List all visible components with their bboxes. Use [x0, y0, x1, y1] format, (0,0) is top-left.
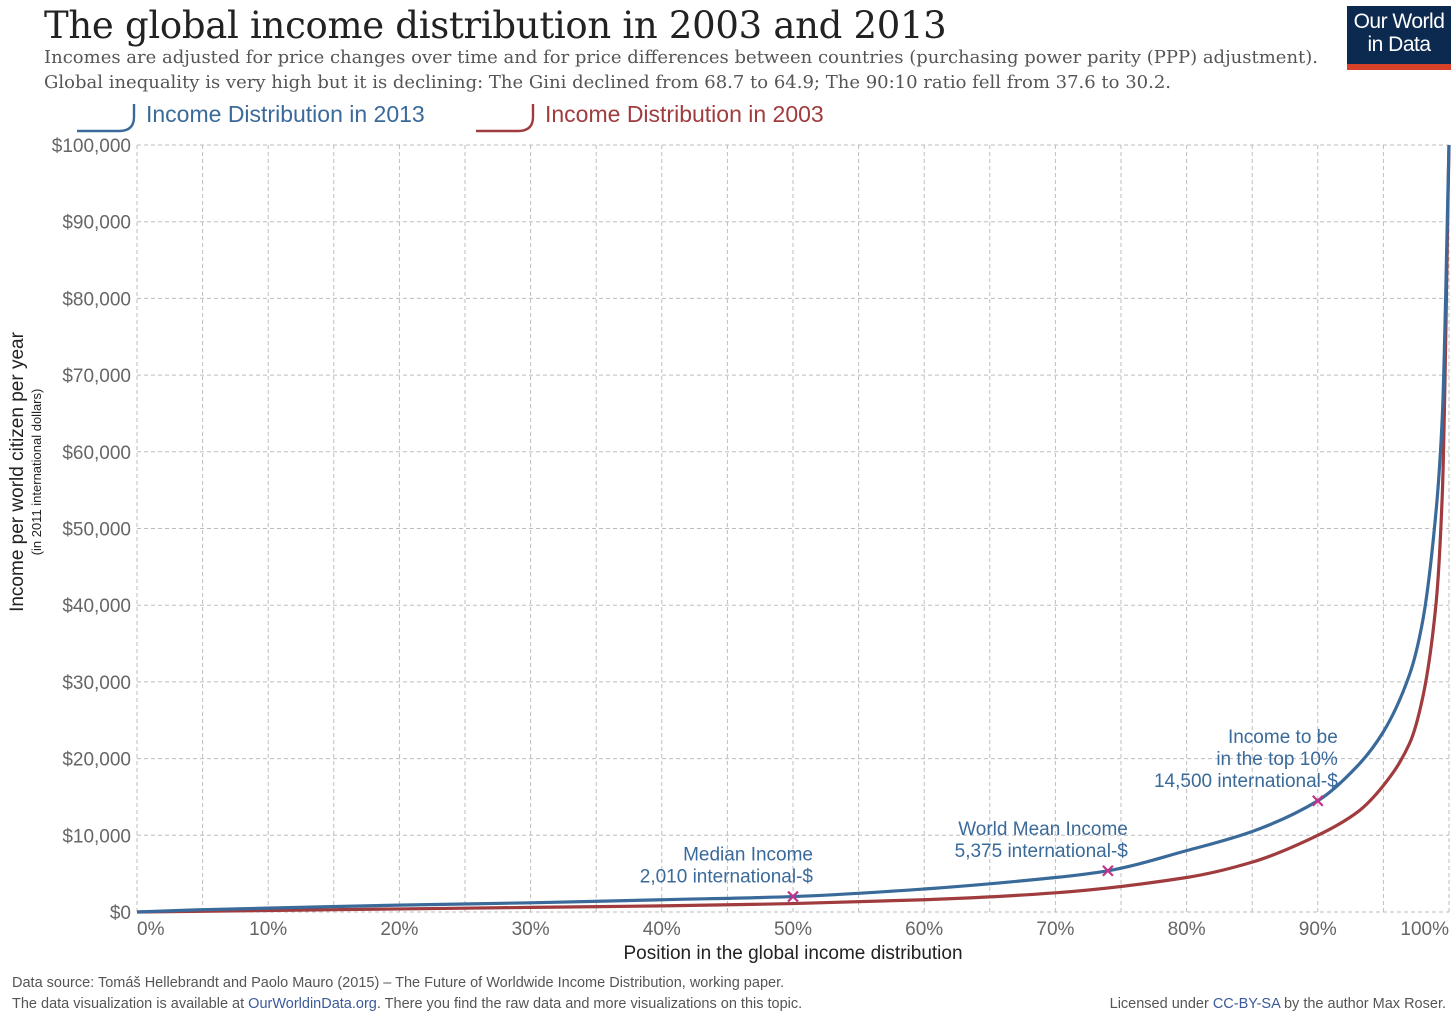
y-tick-label: $100,000 — [52, 136, 131, 157]
y-tick-label: $0 — [110, 903, 131, 924]
legend-line-swatch — [77, 104, 136, 133]
logo-line-2: in Data — [1367, 33, 1431, 56]
annotation-label: 2,010 international-$ — [640, 867, 814, 888]
license-link[interactable]: CC-BY-SA — [1212, 996, 1280, 1012]
x-tick-label: 50% — [774, 919, 812, 940]
y-axis-sublabel: (in 2011 international dollars) — [29, 389, 44, 556]
chart-subtitle-line-1: Incomes are adjusted for price changes o… — [44, 47, 1319, 68]
y-tick-label: $50,000 — [62, 520, 131, 541]
y-tick-label: $60,000 — [62, 443, 131, 464]
annotation-label: Median Income — [683, 845, 813, 866]
grid-lines — [136, 144, 1450, 913]
x-tick-label: 20% — [380, 919, 418, 940]
footer-source: Data source: Tomáš Hellebrandt and Paolo… — [12, 975, 785, 991]
legend-label: Income Distribution in 2013 — [146, 101, 425, 127]
y-axis-ticks: $0 $10,000 $20,000 $30,000 $40,000 $50,000 $60… — [52, 136, 131, 924]
annotation-marker — [1312, 795, 1324, 807]
x-tick-label: 60% — [905, 919, 943, 940]
annotation-marker — [787, 890, 799, 903]
x-tick-label: 30% — [512, 919, 550, 940]
footer-license-suffix: by the author Max Roser. — [1279, 996, 1446, 1012]
x-tick-label: 0% — [137, 919, 165, 940]
y-tick-label: $20,000 — [62, 750, 131, 771]
marker-cross-stroke — [1312, 795, 1324, 807]
y-axis-label: Income per world citizen per year — [7, 331, 28, 612]
legend-item: Income Distribution in 2003 — [476, 101, 824, 133]
logo-accent-bar — [1347, 64, 1451, 70]
legend-line-swatch — [476, 104, 535, 133]
x-tick-label: 90% — [1299, 919, 1337, 940]
y-tick-label: $40,000 — [62, 596, 131, 617]
owid-link[interactable]: OurWorldinData.org — [248, 996, 377, 1012]
x-tick-label: 80% — [1168, 919, 1206, 940]
y-tick-label: $80,000 — [62, 289, 131, 310]
series-line-2003 — [136, 144, 1451, 914]
legend-item: Income Distribution in 2013 — [77, 101, 425, 133]
x-tick-label: 100% — [1400, 919, 1449, 940]
marker-cross-stroke — [1102, 864, 1114, 877]
chart-title: The global income distribution in 2003 a… — [44, 4, 947, 47]
annotation-marker — [1102, 864, 1114, 877]
footer-avail-suffix: . There you find the raw data and more v… — [376, 996, 803, 1012]
footer-license-prefix: Licensed under — [1109, 996, 1213, 1012]
marker-cross-stroke — [787, 890, 799, 903]
legend-label: Income Distribution in 2003 — [545, 101, 824, 127]
chart-subtitle-line-2: Global inequality is very high but it is… — [44, 72, 1172, 93]
income-distribution-chart: $0 $10,000 $20,000 $30,000 $40,000 $50,000 $60… — [7, 101, 1451, 964]
annotation-label: 5,375 international-$ — [955, 841, 1129, 862]
annotation-label: 14,500 international-$ — [1154, 771, 1338, 792]
our-world-in-data-logo[interactable]: Our World in Data — [1347, 6, 1451, 70]
x-axis-ticks: 0% 10% 20% 30% 40% 50% 60% 70% 80% 90% 100% — [137, 919, 1449, 940]
y-tick-label: $70,000 — [62, 366, 131, 387]
footer-availability: The data visualization is available at O… — [12, 996, 802, 1012]
y-tick-label: $30,000 — [62, 673, 131, 694]
legend: Income Distribution in 2013 Income Distri… — [77, 101, 824, 133]
logo-line-1: Our World — [1353, 10, 1445, 33]
footer-license: Licensed under CC-BY-SA by the author Ma… — [1110, 996, 1446, 1012]
annotation-label: Income to be — [1228, 727, 1338, 748]
x-tick-label: 40% — [643, 919, 681, 940]
x-tick-label: 70% — [1036, 919, 1074, 940]
x-tick-label: 10% — [249, 919, 287, 940]
y-tick-label: $90,000 — [62, 213, 131, 234]
annotation-label: in the top 10% — [1216, 749, 1338, 770]
annotation-label: World Mean Income — [958, 819, 1128, 840]
footer-avail-prefix: The data visualization is available at — [12, 996, 249, 1012]
y-tick-label: $10,000 — [62, 826, 131, 847]
x-axis-label: Position in the global income distributi… — [623, 943, 962, 964]
